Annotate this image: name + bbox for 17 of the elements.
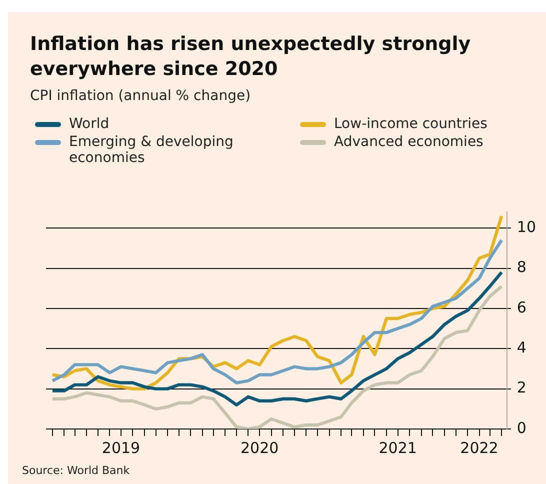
y-tick-label: 0: [516, 418, 526, 437]
x-tick-label: 2021: [378, 438, 417, 457]
legend-label: Advanced economies: [334, 134, 484, 150]
x-tick-label: 2022: [460, 438, 498, 457]
x-tick-label: 2019: [102, 438, 140, 457]
legend-label: World: [69, 116, 110, 132]
y-tick-label: 6: [516, 298, 526, 316]
y-tick-label: 4: [516, 338, 526, 357]
y-tick-label: 10: [516, 218, 536, 236]
legend-label: Low-income countries: [334, 116, 488, 132]
chart-subtitle: CPI inflation (annual % change): [30, 88, 251, 104]
x-tick-label: 2020: [240, 438, 279, 457]
chart-title: Inflation has risen unexpectedly strongly everywhere since 2020: [30, 32, 472, 82]
legend-label: Emerging & developing economies: [69, 134, 234, 166]
y-tick-label: 8: [516, 258, 526, 276]
source-note: Source: World Bank: [22, 464, 130, 477]
y-tick-label: 2: [516, 378, 526, 397]
